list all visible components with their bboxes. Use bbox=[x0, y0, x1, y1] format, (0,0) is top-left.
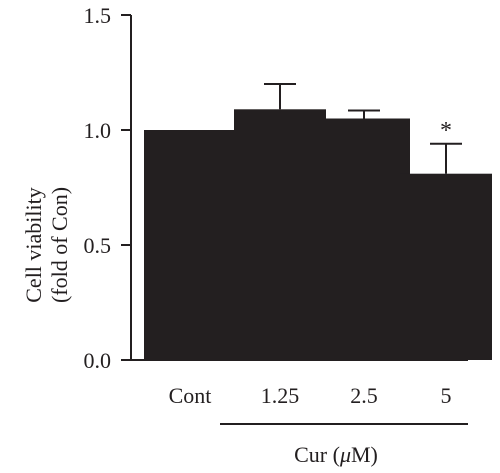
bar-2.5 bbox=[318, 118, 410, 360]
x-tick-label: 1.25 bbox=[261, 383, 300, 408]
bar-1.25 bbox=[234, 109, 326, 360]
bars bbox=[144, 109, 492, 360]
x-axis-ticks: Cont 1.25 2.5 5 bbox=[169, 383, 452, 408]
y-axis-label-line-2: (fold of Con) bbox=[47, 187, 72, 303]
group-label: Cur (μM) bbox=[294, 442, 378, 467]
bar-Cont bbox=[144, 130, 236, 360]
bar-5 bbox=[400, 173, 492, 360]
group-label-mu: μ bbox=[339, 442, 351, 467]
y-axis-label: Cell viability (fold of Con) bbox=[21, 187, 72, 303]
x-tick-label: Cont bbox=[169, 383, 212, 408]
x-tick-label: 5 bbox=[441, 383, 452, 408]
group-label-suffix: M) bbox=[351, 442, 378, 467]
y-axis-label-line-1: Cell viability bbox=[21, 187, 46, 303]
y-tick-label: 1.0 bbox=[84, 118, 112, 143]
y-axis-ticks: 0.0 0.5 1.0 1.5 bbox=[84, 3, 131, 373]
x-tick-label: 2.5 bbox=[350, 383, 378, 408]
group-label-prefix: Cur ( bbox=[294, 442, 340, 467]
error-bars: * bbox=[264, 83, 462, 174]
y-tick-label: 1.5 bbox=[84, 3, 112, 28]
significance-marker: * bbox=[440, 118, 452, 144]
y-tick-label: 0.0 bbox=[84, 348, 112, 373]
y-tick-label: 0.5 bbox=[84, 233, 112, 258]
